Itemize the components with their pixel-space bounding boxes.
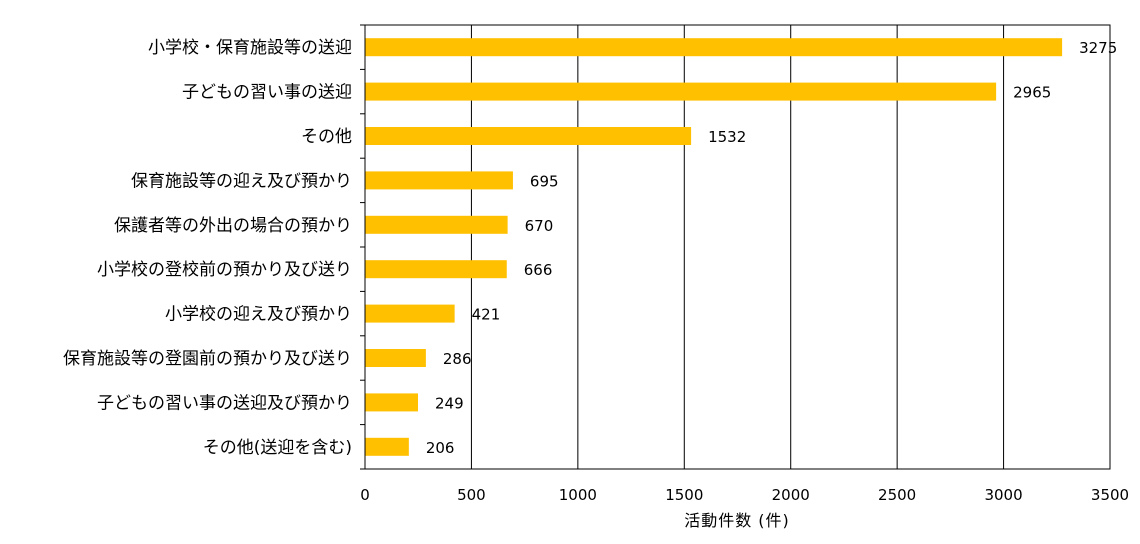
value-label: 206 xyxy=(426,439,455,457)
category-labels: 小学校・保育施設等の送迎子どもの習い事の送迎その他保育施設等の迎え及び預かり保護… xyxy=(63,38,352,458)
bar xyxy=(365,437,409,456)
x-axis-title: 活動件数 (件) xyxy=(684,511,790,530)
bar xyxy=(365,171,513,190)
value-label: 1532 xyxy=(708,128,746,146)
bar xyxy=(365,215,508,234)
value-label: 695 xyxy=(530,172,559,190)
category-label: 子どもの習い事の送迎及び預かり xyxy=(97,393,352,413)
bar xyxy=(365,82,997,101)
bar xyxy=(365,393,419,412)
bar xyxy=(365,38,1063,57)
category-label: 保護者等の外出の場合の預かり xyxy=(114,216,352,236)
category-label: その他 xyxy=(301,127,352,147)
x-tick-label: 3500 xyxy=(1091,486,1129,504)
category-label: その他(送迎を含む) xyxy=(203,438,352,458)
category-label: 子どもの習い事の送迎 xyxy=(182,83,352,103)
x-tick-label: 2500 xyxy=(878,486,916,504)
x-tick-label: 2000 xyxy=(772,486,810,504)
value-label: 3275 xyxy=(1079,39,1117,57)
x-tick-label: 1500 xyxy=(665,486,703,504)
bar xyxy=(365,349,426,367)
category-label: 保育施設等の迎え及び預かり xyxy=(131,171,352,191)
bar xyxy=(365,260,507,279)
value-label: 2965 xyxy=(1013,84,1051,102)
y-axis-ticks xyxy=(360,24,365,470)
bars xyxy=(365,38,1063,456)
category-label: 保育施設等の登園前の預かり及び送り xyxy=(63,349,352,369)
x-tick-label: 500 xyxy=(457,486,486,504)
value-label: 670 xyxy=(525,217,554,235)
value-label: 666 xyxy=(524,261,553,279)
value-label: 249 xyxy=(435,394,464,412)
x-tick-label: 3000 xyxy=(984,486,1022,504)
category-label: 小学校の登校前の預かり及び送り xyxy=(97,260,352,280)
x-tick-label: 1000 xyxy=(559,486,597,504)
category-label: 小学校の迎え及び預かり xyxy=(165,305,352,325)
x-tick-labels: 0 500 1000 1500 2000 2500 3000 3500 xyxy=(360,486,1129,504)
category-label: 小学校・保育施設等の送迎 xyxy=(148,38,352,58)
x-tick-label: 0 xyxy=(360,486,370,504)
value-label: 421 xyxy=(472,306,501,324)
value-labels: 3275 2965 1532 695 670 666 421 286 249 206 xyxy=(426,39,1117,457)
value-label: 286 xyxy=(443,350,472,368)
bar xyxy=(365,127,692,145)
bar xyxy=(365,304,455,323)
